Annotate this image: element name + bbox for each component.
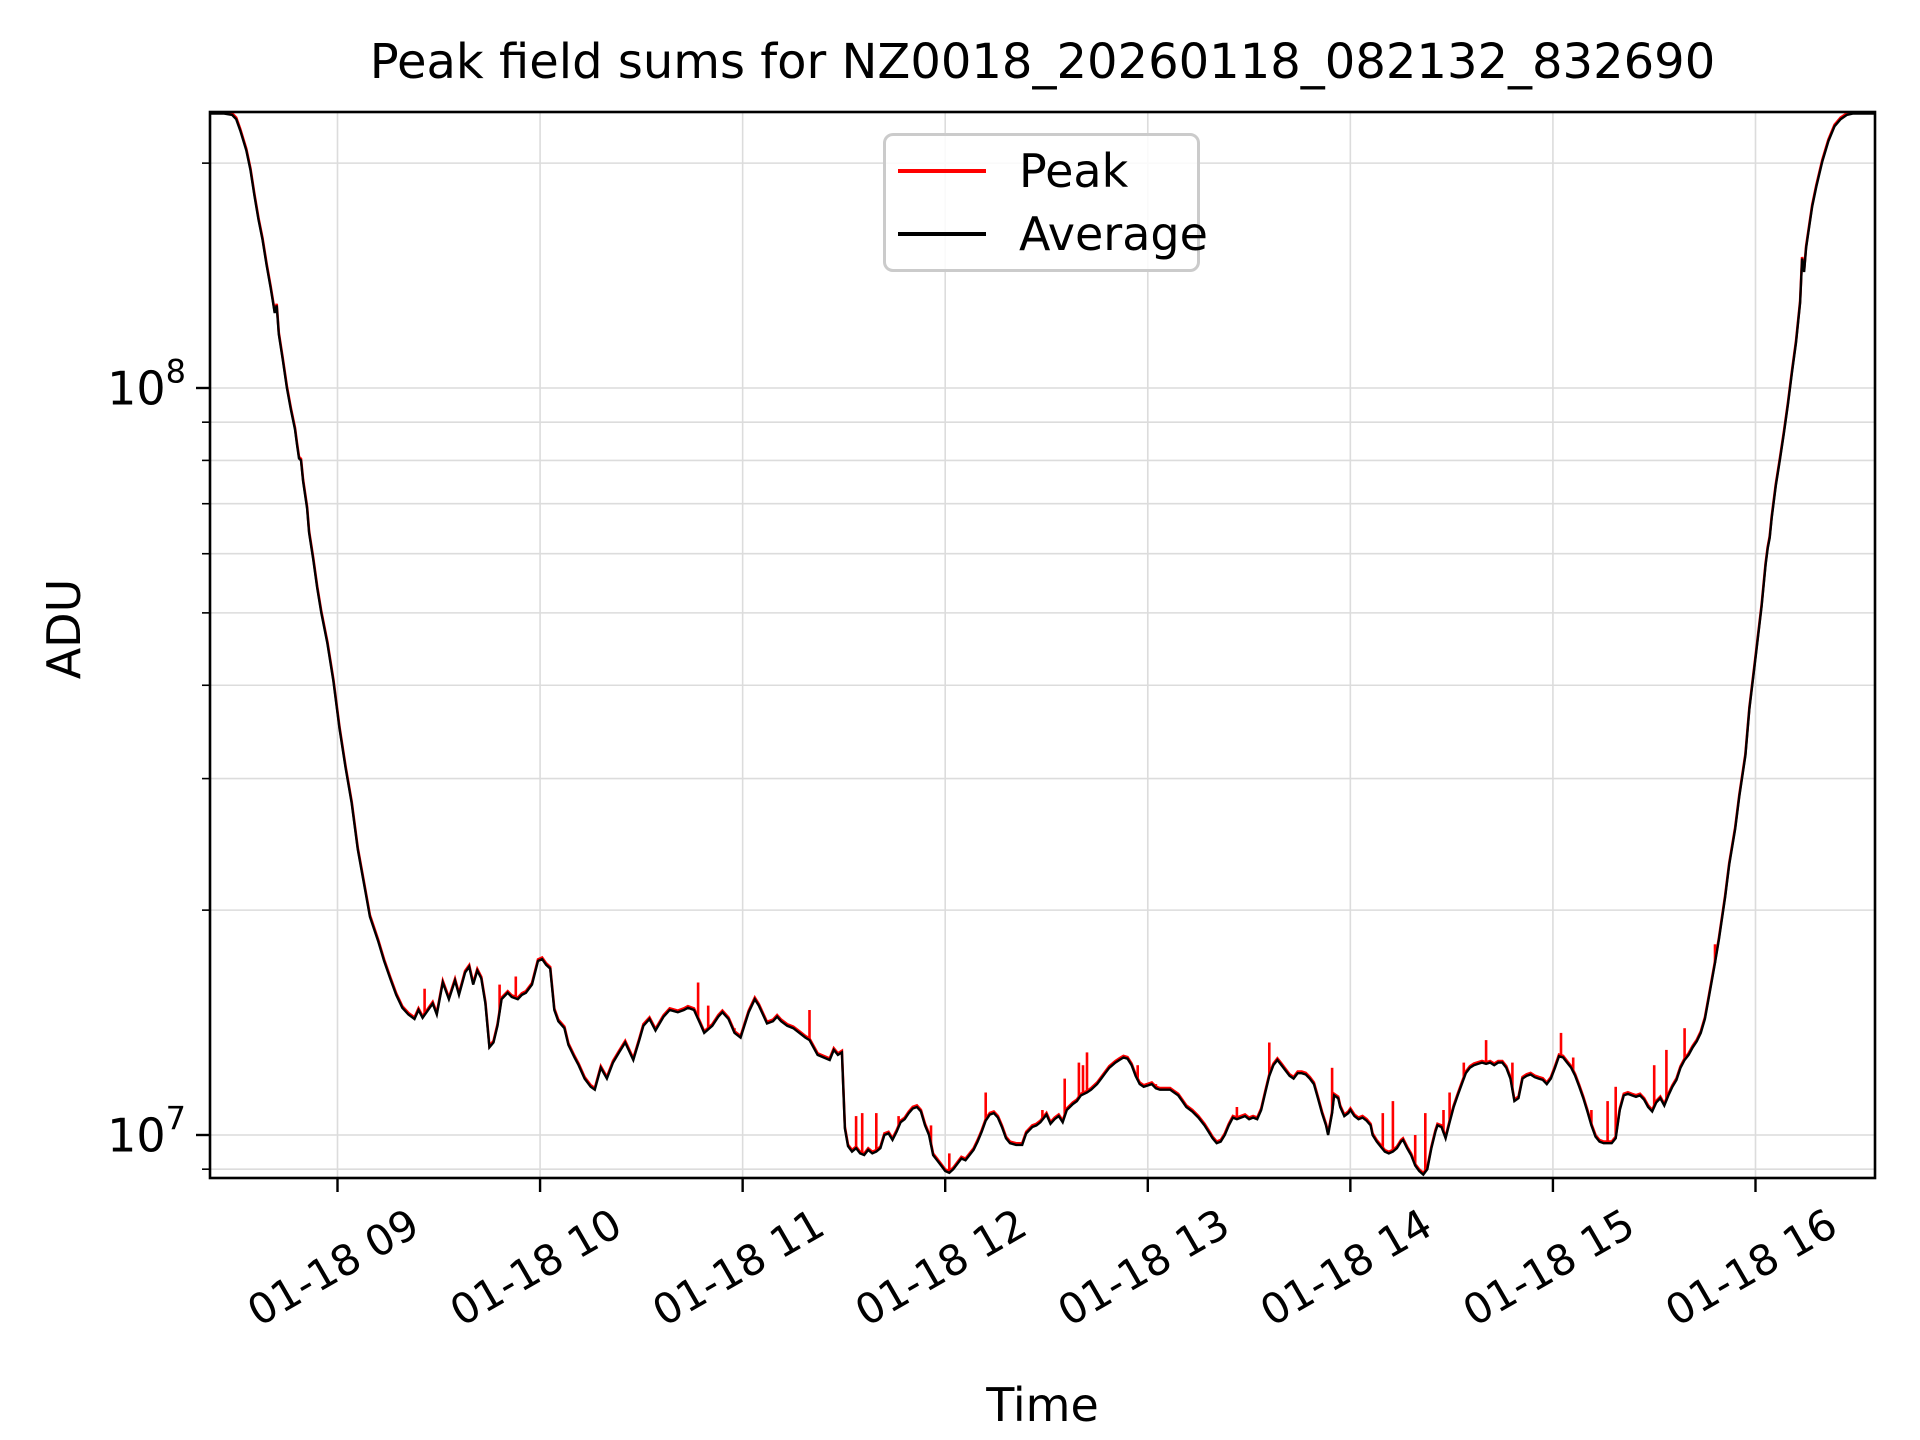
peak-line-sample [898,169,986,174]
y-axis-label: ADU [37,578,91,680]
chart-title: Peak field sums for NZ0018_20260118_0821… [369,34,1716,90]
x-tick-label: 01-18 13 [1049,1199,1237,1336]
x-tick-label: 01-18 12 [847,1199,1035,1336]
legend-entry-peak: Peak [886,142,1197,200]
average-series-line [210,112,1875,1177]
gridlines [210,112,1875,1178]
x-tick-label: 01-18 09 [239,1199,427,1336]
y-tick-label: 107 [107,1100,186,1163]
legend-label-peak: Peak [1019,144,1129,199]
x-tick-label: 01-18 11 [644,1199,832,1336]
y-tick-label: 108 [107,353,186,416]
legend-entry-average: Average [886,205,1208,263]
legend: Peak Average [883,133,1208,272]
x-tick-label: 01-18 10 [442,1199,630,1336]
x-tick-label: 01-18 16 [1657,1199,1845,1336]
x-tick-label: 01-18 15 [1455,1199,1643,1336]
axes-spines [208,110,1877,1180]
legend-label-average: Average [1019,206,1208,261]
ticks [196,162,1757,1192]
tick-labels: 01-18 09 01-18 10 01-18 11 01-18 12 01-18 13… [107,353,1845,1336]
plot-area [210,112,1875,1177]
x-tick-label: 01-18 14 [1252,1199,1440,1336]
x-axis-label: Time [986,1378,1099,1432]
average-line-sample [898,231,986,236]
